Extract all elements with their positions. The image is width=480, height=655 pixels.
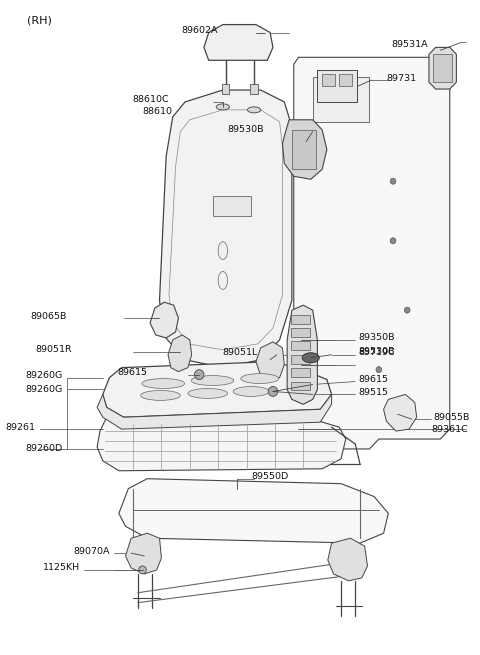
Ellipse shape <box>141 390 180 400</box>
Bar <box>291 382 310 390</box>
Circle shape <box>390 178 396 184</box>
Polygon shape <box>282 120 327 179</box>
Text: 89550D: 89550D <box>251 472 288 481</box>
Polygon shape <box>287 305 317 404</box>
Text: 89602A: 89602A <box>181 26 218 35</box>
Text: 88610: 88610 <box>143 107 173 117</box>
Ellipse shape <box>241 373 279 384</box>
Polygon shape <box>125 533 161 574</box>
Polygon shape <box>384 394 417 431</box>
Circle shape <box>390 238 396 244</box>
Text: 89731: 89731 <box>386 73 417 83</box>
Text: 89515: 89515 <box>358 388 388 397</box>
Text: 88610C: 88610C <box>132 96 169 104</box>
Bar <box>291 367 310 377</box>
Ellipse shape <box>218 271 228 290</box>
Text: 89260G: 89260G <box>25 385 62 394</box>
Text: 89530B: 89530B <box>227 125 264 134</box>
Polygon shape <box>429 47 456 89</box>
Circle shape <box>139 566 146 574</box>
Bar <box>322 74 336 86</box>
Bar <box>312 77 370 122</box>
Bar <box>291 355 310 364</box>
Polygon shape <box>169 110 282 350</box>
Polygon shape <box>328 538 368 581</box>
Polygon shape <box>204 25 273 60</box>
Text: 89530B: 89530B <box>358 347 395 356</box>
Polygon shape <box>119 479 388 543</box>
Bar <box>291 328 310 337</box>
Text: 89261: 89261 <box>6 422 36 432</box>
Text: 89070A: 89070A <box>74 546 110 555</box>
Polygon shape <box>294 57 450 449</box>
Circle shape <box>194 369 204 379</box>
Ellipse shape <box>188 388 228 398</box>
Bar <box>222 84 229 94</box>
Polygon shape <box>103 362 332 417</box>
Polygon shape <box>168 335 192 371</box>
Bar <box>250 84 258 94</box>
Text: 89531A: 89531A <box>391 40 428 49</box>
Text: (RH): (RH) <box>27 16 52 26</box>
Text: 1125KH: 1125KH <box>43 563 80 572</box>
Polygon shape <box>97 417 346 471</box>
Bar <box>317 70 357 102</box>
Polygon shape <box>159 90 292 367</box>
Bar <box>214 196 251 216</box>
Circle shape <box>268 386 278 396</box>
Ellipse shape <box>302 353 319 363</box>
Text: 89260G: 89260G <box>25 371 62 380</box>
Text: 89260D: 89260D <box>25 445 62 453</box>
Ellipse shape <box>191 375 234 386</box>
Text: 89051R: 89051R <box>35 345 72 354</box>
Polygon shape <box>150 302 179 338</box>
Circle shape <box>376 367 382 373</box>
Ellipse shape <box>233 386 269 396</box>
Circle shape <box>404 307 410 313</box>
Text: 89361C: 89361C <box>431 424 468 434</box>
Bar <box>291 315 310 324</box>
Bar <box>433 54 452 82</box>
Text: 89615: 89615 <box>358 375 388 384</box>
Text: 89065B: 89065B <box>31 312 67 320</box>
Text: 89051L: 89051L <box>223 348 258 357</box>
Ellipse shape <box>248 107 261 113</box>
Ellipse shape <box>218 242 228 259</box>
Bar <box>291 341 310 350</box>
Text: 85719C: 85719C <box>358 348 395 357</box>
Polygon shape <box>256 342 284 382</box>
Text: 89055B: 89055B <box>434 413 470 422</box>
Text: 89615: 89615 <box>117 368 147 377</box>
Ellipse shape <box>216 104 229 110</box>
Bar <box>292 130 316 170</box>
Text: 89350B: 89350B <box>358 333 395 343</box>
Ellipse shape <box>142 379 185 388</box>
Polygon shape <box>97 394 332 429</box>
Bar <box>339 74 352 86</box>
